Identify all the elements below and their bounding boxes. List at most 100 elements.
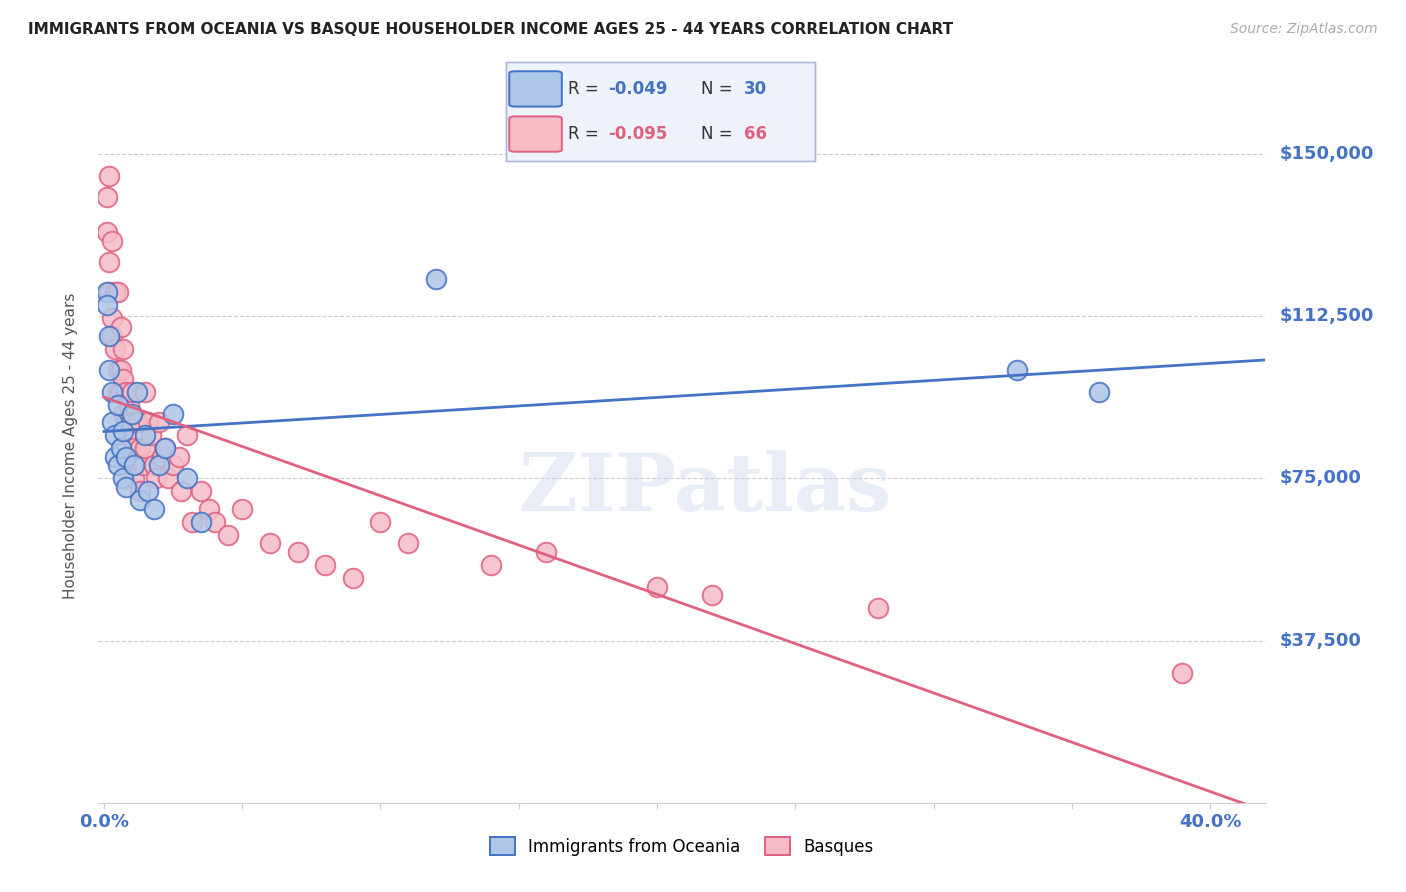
Point [1088,384,1111,399]
Text: -0.049: -0.049 [609,80,668,98]
Point [167,450,190,464]
Text: $75,000: $75,000 [1279,469,1361,487]
Point [98,285,121,300]
Point [104,342,127,356]
Text: ZIPatlas: ZIPatlas [519,450,891,528]
Point [110,441,132,455]
Point [121,415,143,429]
Point [142,501,165,516]
Point [98,328,121,343]
Point [110,384,132,399]
Point [98,363,121,377]
Point [314,558,336,572]
Text: Source: ZipAtlas.com: Source: ZipAtlas.com [1230,22,1378,37]
Point [121,384,143,399]
Point [134,428,156,442]
Point [148,415,170,429]
Point [176,471,198,485]
Point [536,545,558,559]
Point [176,428,198,442]
Point [104,450,127,464]
Point [1171,666,1194,681]
Point [107,363,129,377]
Text: N =: N = [702,80,738,98]
Point [153,441,176,455]
Point [170,484,193,499]
Point [217,527,239,541]
FancyBboxPatch shape [509,117,562,152]
Point [287,545,309,559]
Point [96,285,118,300]
Point [129,493,152,508]
Text: 30: 30 [744,80,768,98]
Point [204,515,226,529]
Point [96,298,118,312]
Text: N =: N = [702,125,738,143]
Point [112,424,135,438]
Text: $112,500: $112,500 [1279,307,1374,326]
Point [124,441,146,455]
Text: R =: R = [568,125,605,143]
Point [104,428,127,442]
Point [115,415,138,429]
Point [101,311,124,326]
Point [156,471,179,485]
Point [127,384,149,399]
Y-axis label: Householder Income Ages 25 - 44 years: Householder Income Ages 25 - 44 years [63,293,77,599]
Point [124,471,146,485]
Text: 66: 66 [744,125,768,143]
Point [136,484,159,499]
Point [645,580,668,594]
Point [153,441,176,455]
Point [107,458,129,473]
Point [107,285,129,300]
Point [702,588,724,602]
Point [112,407,135,421]
Point [370,515,392,529]
Point [101,415,124,429]
Point [342,571,364,585]
Point [115,428,138,442]
Point [131,458,153,473]
Point [118,450,141,464]
Point [134,441,156,455]
Point [112,471,135,485]
Point [112,372,135,386]
Point [115,450,138,464]
Point [127,450,149,464]
Point [396,536,419,550]
Point [1005,363,1028,377]
Point [115,480,138,494]
Point [107,384,129,399]
Point [101,234,124,248]
Point [181,515,204,529]
Point [198,501,221,516]
Legend: Immigrants from Oceania, Basques: Immigrants from Oceania, Basques [484,830,880,863]
Text: IMMIGRANTS FROM OCEANIA VS BASQUE HOUSEHOLDER INCOME AGES 25 - 44 YEARS CORRELAT: IMMIGRANTS FROM OCEANIA VS BASQUE HOUSEH… [28,22,953,37]
Point [142,458,165,473]
Point [425,272,447,286]
Point [162,458,184,473]
Point [98,255,121,269]
Text: $150,000: $150,000 [1279,145,1374,163]
Point [115,384,138,399]
FancyBboxPatch shape [509,71,562,107]
Point [124,458,146,473]
Point [134,384,156,399]
Point [101,384,124,399]
Text: $37,500: $37,500 [1279,632,1361,649]
Text: R =: R = [568,80,605,98]
Point [148,458,170,473]
Point [129,441,152,455]
Point [107,398,129,412]
Point [150,450,173,464]
Point [112,342,135,356]
Point [110,363,132,377]
Point [96,190,118,204]
Point [118,398,141,412]
Point [121,407,143,421]
Point [129,484,152,499]
Point [96,225,118,239]
Point [868,601,890,615]
Point [190,484,212,499]
